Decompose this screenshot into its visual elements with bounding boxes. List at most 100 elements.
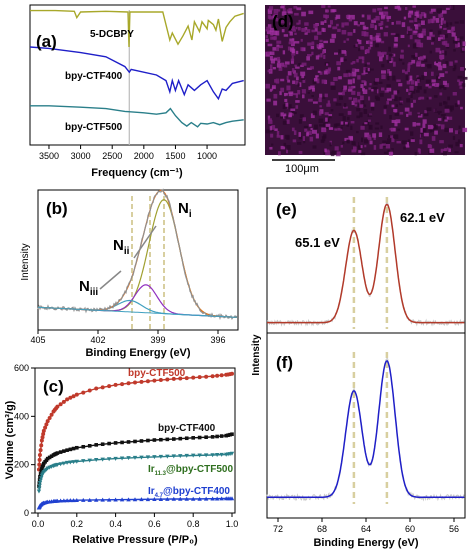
map-pixel	[267, 9, 273, 14]
panel-c-point	[165, 454, 170, 459]
map-pixel	[428, 96, 432, 100]
map-pixel	[338, 96, 343, 100]
map-pixel	[280, 6, 285, 9]
map-pixel	[449, 22, 453, 26]
panel-c-point	[152, 438, 157, 442]
map-pixel	[270, 64, 273, 70]
map-pixel	[429, 29, 433, 33]
map-pixel	[357, 99, 363, 103]
map-pixel	[311, 51, 314, 56]
map-pixel	[382, 51, 387, 55]
map-pixel	[403, 16, 407, 20]
panel-a-x-tick-label: 1000	[197, 151, 217, 161]
panel-c-point	[171, 454, 176, 459]
map-pixel	[302, 117, 307, 122]
map-pixel	[415, 52, 418, 57]
map-pixel	[298, 136, 303, 140]
panel-c-point	[152, 378, 157, 383]
panel-c-point	[107, 384, 112, 389]
panel-c-plot	[36, 371, 235, 510]
map-pixel	[429, 34, 435, 37]
map-pixel	[324, 148, 327, 153]
map-pixel	[451, 26, 456, 31]
map-pixel	[347, 88, 353, 92]
map-pixel	[370, 41, 373, 45]
panel-c-point	[159, 437, 163, 442]
map-pixel	[269, 51, 275, 56]
map-pixel	[423, 89, 427, 94]
map-pixel	[340, 126, 343, 130]
map-pixel	[425, 79, 431, 84]
map-pixel	[267, 69, 272, 73]
panel-c-point	[68, 460, 73, 465]
map-pixel	[417, 113, 422, 116]
map-pixel	[290, 47, 295, 52]
map-pixel	[405, 145, 410, 148]
panel-a-x-axis-label: Frequency (cm⁻¹)	[91, 167, 183, 179]
map-pixel	[290, 108, 296, 112]
map-pixel	[428, 85, 432, 89]
map-pixel	[280, 135, 284, 140]
map-pixel	[434, 108, 438, 113]
map-pixel	[274, 128, 278, 131]
peak-label-niii-main: N	[79, 278, 90, 295]
map-pixel	[417, 114, 423, 118]
map-pixel	[379, 144, 383, 149]
map-pixel	[460, 67, 464, 71]
map-pixel	[442, 80, 447, 85]
map-pixel	[337, 127, 343, 131]
map-pixel	[449, 61, 453, 66]
map-pixel	[404, 127, 409, 131]
map-pixel	[435, 47, 441, 53]
arrow-to-nii	[133, 225, 157, 259]
map-pixel	[311, 29, 316, 33]
map-pixel	[439, 102, 443, 107]
map-pixel	[319, 43, 324, 48]
map-pixel	[267, 115, 271, 120]
map-pixel	[430, 18, 435, 23]
panel-a-series-1	[29, 46, 244, 101]
panel-c-point	[47, 455, 52, 460]
map-pixel	[290, 112, 294, 116]
map-pixel	[394, 112, 399, 116]
panel-c-point	[184, 436, 189, 441]
panel-d-map-texture	[265, 5, 468, 157]
map-pixel	[298, 119, 302, 124]
map-pixel	[273, 88, 276, 91]
panel-c-point	[219, 496, 224, 501]
map-pixel	[427, 144, 432, 148]
map-pixel	[372, 86, 378, 90]
series-label-bpy-ctf500: bpy-CTF500	[65, 122, 123, 133]
map-pixel	[333, 98, 337, 102]
map-pixel	[449, 128, 453, 133]
map-pixel	[391, 138, 395, 143]
map-pixel	[307, 42, 312, 46]
map-pixel	[347, 32, 353, 36]
map-pixel	[396, 141, 401, 144]
map-pixel	[304, 128, 308, 132]
map-pixel	[283, 34, 289, 37]
map-pixel	[290, 60, 294, 64]
panel-c-point	[229, 496, 235, 501]
map-pixel	[306, 132, 309, 137]
map-pixel	[280, 112, 284, 117]
panel-b-x-tick-label: 396	[210, 335, 225, 345]
map-pixel	[455, 43, 459, 48]
map-pixel	[452, 135, 456, 140]
map-pixel	[391, 22, 394, 25]
map-pixel	[452, 68, 456, 72]
panel-c-point	[126, 497, 131, 502]
peak-label-nii: Nii	[113, 237, 130, 257]
map-pixel	[342, 58, 347, 62]
map-pixel	[340, 121, 344, 125]
map-pixel	[311, 41, 315, 46]
map-pixel	[436, 123, 441, 127]
map-pixel	[304, 32, 308, 35]
map-pixel	[456, 131, 460, 135]
map-pixel	[431, 129, 435, 132]
map-pixel	[307, 91, 310, 94]
map-pixel	[370, 36, 376, 41]
map-pixel	[423, 113, 429, 117]
map-pixel	[397, 7, 402, 11]
map-pixel	[389, 61, 393, 64]
